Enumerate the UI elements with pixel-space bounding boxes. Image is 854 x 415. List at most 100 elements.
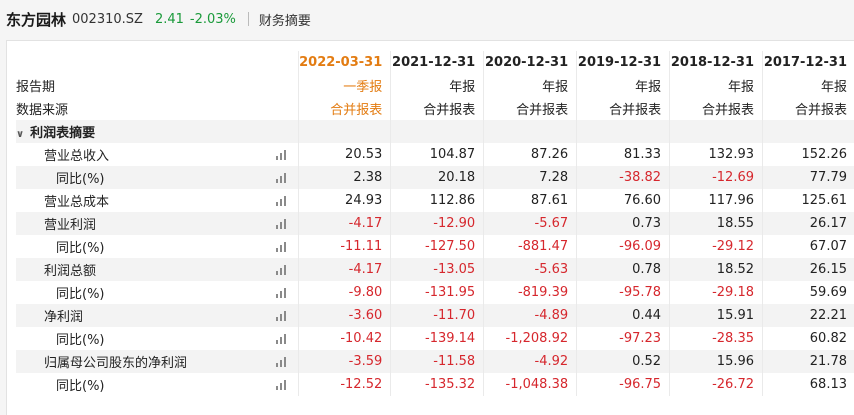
value-cell: -881.47	[483, 235, 577, 258]
row-label: 营业总收入	[44, 149, 110, 164]
data-source: 合并报表	[762, 97, 854, 120]
source-row: 数据来源 合并报表 合并报表 合并报表 合并报表 合并报表 合并报表	[16, 97, 854, 120]
table-row: 营业利润 -4.17 -12.90 -5.67 0.73 18.55 26.17	[16, 212, 854, 235]
column-date[interactable]: 2018-12-31	[669, 51, 763, 74]
period-type: 年报	[576, 74, 670, 97]
value-cell: -10.42	[298, 327, 391, 350]
bar-chart-icon[interactable]	[276, 265, 288, 275]
value-cell: 0.73	[576, 212, 670, 235]
value-cell: 0.52	[576, 350, 670, 373]
value-cell: 104.87	[390, 143, 484, 166]
value-cell: -26.72	[669, 373, 763, 396]
row-label: 同比(%)	[56, 287, 105, 302]
table-row: 营业总收入 20.53 104.87 87.26 81.33 132.93 152.26	[16, 143, 854, 166]
date-header-row: 2022-03-31 2021-12-31 2020-12-31 2019-12…	[16, 51, 854, 74]
column-date[interactable]: 2022-03-31	[298, 51, 391, 74]
row-label: 归属母公司股东的净利润	[44, 356, 188, 371]
column-date[interactable]: 2017-12-31	[762, 51, 854, 74]
bar-chart-icon[interactable]	[276, 311, 288, 321]
value-cell: -29.12	[669, 235, 763, 258]
table-row: 同比(%) 2.38 20.18 7.28 -38.82 -12.69 77.79	[16, 166, 854, 189]
value-cell: -1,048.38	[483, 373, 577, 396]
bar-chart-icon[interactable]	[276, 357, 288, 367]
table-row: 同比(%) -12.52 -135.32 -1,048.38 -96.75 -26.72 6…	[16, 373, 854, 396]
value-cell: 7.28	[483, 166, 577, 189]
column-date[interactable]: 2020-12-31	[483, 51, 577, 74]
value-cell: 87.26	[483, 143, 577, 166]
value-cell: -28.35	[669, 327, 763, 350]
value-cell: 68.13	[762, 373, 854, 396]
value-cell: -131.95	[390, 281, 484, 304]
table-row: 营业总成本 24.93 112.86 87.61 76.60 117.96 125.61	[16, 189, 854, 212]
value-cell: 0.78	[576, 258, 670, 281]
value-cell: -11.70	[390, 304, 484, 327]
value-cell: -11.58	[390, 350, 484, 373]
value-cell: -127.50	[390, 235, 484, 258]
section-row[interactable]: ∨ 利润表摘要	[16, 120, 854, 143]
value-cell: 22.21	[762, 304, 854, 327]
value-cell: -97.23	[576, 327, 670, 350]
value-cell: -819.39	[483, 281, 577, 304]
table-row: 利润总额 -4.17 -13.05 -5.63 0.78 18.52 26.15	[16, 258, 854, 281]
value-cell: 67.07	[762, 235, 854, 258]
financial-table: 2022-03-31 2021-12-31 2020-12-31 2019-12…	[16, 51, 854, 396]
period-label: 报告期	[16, 80, 56, 95]
table-row: 归属母公司股东的净利润 -3.59 -11.58 -4.92 0.52 15.96 21.7…	[16, 350, 854, 373]
bar-chart-icon[interactable]	[276, 219, 288, 229]
period-type: 一季报	[298, 74, 391, 97]
value-cell: 21.78	[762, 350, 854, 373]
value-cell: -95.78	[576, 281, 670, 304]
page-title: 财务摘要	[258, 13, 311, 29]
data-source: 合并报表	[390, 97, 484, 120]
row-label-cell: 同比(%)	[16, 235, 299, 258]
value-cell: 18.52	[669, 258, 763, 281]
row-label-cell: 营业总收入	[16, 143, 299, 166]
row-label: 利润总额	[44, 264, 97, 279]
chevron-down-icon[interactable]: ∨	[16, 129, 25, 140]
section-header[interactable]: ∨ 利润表摘要	[16, 120, 299, 143]
value-cell: -3.59	[298, 350, 391, 373]
value-cell: -38.82	[576, 166, 670, 189]
stock-code: 002310.SZ	[72, 11, 143, 27]
column-date[interactable]: 2021-12-31	[390, 51, 484, 74]
row-label-cell: 同比(%)	[16, 166, 299, 189]
row-label-cell: 营业总成本	[16, 189, 299, 212]
value-cell: 81.33	[576, 143, 670, 166]
value-cell: -4.17	[298, 258, 391, 281]
value-cell: 59.69	[762, 281, 854, 304]
value-cell: -3.60	[298, 304, 391, 327]
value-cell: 24.93	[298, 189, 391, 212]
bar-chart-icon[interactable]	[276, 288, 288, 298]
value-cell: 2.38	[298, 166, 391, 189]
value-cell: -11.11	[298, 235, 391, 258]
value-cell: 60.82	[762, 327, 854, 350]
price-change: -2.03%	[189, 11, 236, 27]
title-bar: 东方园林 002310.SZ 2.41 -2.03% 财务摘要	[0, 0, 854, 38]
value-cell: 87.61	[483, 189, 577, 212]
value-cell: 132.93	[669, 143, 763, 166]
value-cell: 15.96	[669, 350, 763, 373]
value-cell: -1,208.92	[483, 327, 577, 350]
value-cell: -135.32	[390, 373, 484, 396]
row-label-cell: 营业利润	[16, 212, 299, 235]
value-cell: -12.69	[669, 166, 763, 189]
value-cell: 77.79	[762, 166, 854, 189]
bar-chart-icon[interactable]	[276, 173, 288, 183]
value-cell: 76.60	[576, 189, 670, 212]
data-source: 合并报表	[298, 97, 391, 120]
row-label: 营业利润	[44, 218, 97, 233]
row-label-cell: 同比(%)	[16, 327, 299, 350]
row-label-cell: 同比(%)	[16, 373, 299, 396]
table-row: 同比(%) -9.80 -131.95 -819.39 -95.78 -29.18 59.6…	[16, 281, 854, 304]
bar-chart-icon[interactable]	[276, 334, 288, 344]
value-cell: 15.91	[669, 304, 763, 327]
bar-chart-icon[interactable]	[276, 150, 288, 160]
value-cell: 18.55	[669, 212, 763, 235]
bar-chart-icon[interactable]	[276, 242, 288, 252]
data-source: 合并报表	[483, 97, 577, 120]
column-date[interactable]: 2019-12-31	[576, 51, 670, 74]
bar-chart-icon[interactable]	[276, 196, 288, 206]
row-label-cell: 利润总额	[16, 258, 299, 281]
bar-chart-icon[interactable]	[276, 380, 288, 390]
row-label-cell: 净利润	[16, 304, 299, 327]
